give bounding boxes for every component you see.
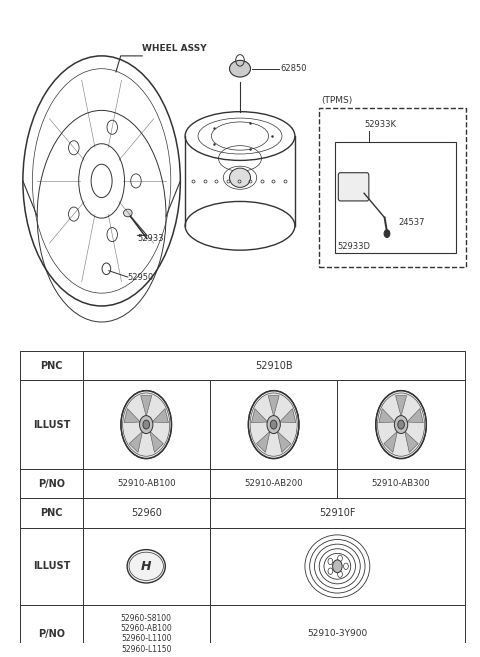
Text: 52910-3Y900: 52910-3Y900 (307, 629, 368, 638)
Bar (336, 143, 456, 254)
Bar (337, 380, 465, 469)
Polygon shape (279, 409, 296, 422)
Text: 52910-AB200: 52910-AB200 (244, 479, 303, 488)
Text: 52960-S8100
52960-AB100
52960-L1100
52960-L1150: 52960-S8100 52960-AB100 52960-L1100 5296… (120, 614, 172, 654)
Ellipse shape (384, 230, 390, 237)
Text: H: H (141, 560, 152, 573)
Polygon shape (405, 432, 418, 453)
Text: 24537: 24537 (398, 218, 425, 227)
Ellipse shape (248, 391, 299, 459)
Polygon shape (152, 409, 168, 422)
Bar (210, 528, 465, 604)
Bar (83, 380, 210, 469)
Bar (210, 604, 465, 657)
Bar (21, 528, 83, 604)
Text: (TPMS): (TPMS) (321, 97, 352, 105)
FancyBboxPatch shape (338, 173, 369, 201)
Ellipse shape (267, 416, 280, 434)
Bar (210, 498, 465, 528)
Polygon shape (256, 432, 270, 453)
Polygon shape (379, 409, 395, 422)
Ellipse shape (229, 60, 251, 77)
Text: ILLUST: ILLUST (33, 420, 70, 430)
Bar (83, 604, 210, 657)
Text: 52933D: 52933D (338, 242, 371, 252)
Text: 52950: 52950 (128, 273, 154, 282)
Ellipse shape (398, 420, 405, 429)
Ellipse shape (140, 416, 153, 434)
Ellipse shape (376, 391, 426, 459)
Bar (210, 380, 337, 469)
Bar (21, 351, 83, 380)
Text: PNC: PNC (40, 508, 63, 518)
Ellipse shape (333, 560, 342, 573)
Polygon shape (277, 432, 291, 453)
Bar (337, 469, 465, 498)
Bar (210, 469, 337, 498)
Text: P/NO: P/NO (38, 478, 65, 489)
Ellipse shape (395, 416, 408, 434)
Text: 52933: 52933 (137, 234, 164, 243)
Polygon shape (150, 432, 163, 453)
Bar (21, 380, 83, 469)
Text: 52960: 52960 (131, 508, 162, 518)
Text: 52910-AB300: 52910-AB300 (372, 479, 431, 488)
Text: WHEEL ASSY: WHEEL ASSY (142, 43, 207, 53)
Ellipse shape (121, 391, 171, 459)
Polygon shape (124, 409, 140, 422)
Text: P/NO: P/NO (38, 629, 65, 639)
Polygon shape (396, 396, 407, 417)
Ellipse shape (143, 420, 150, 429)
Text: 62850: 62850 (281, 64, 307, 73)
Text: 52910F: 52910F (319, 508, 356, 518)
Polygon shape (252, 409, 268, 422)
Bar (83, 528, 210, 604)
Text: 52933K: 52933K (364, 120, 396, 129)
Bar (21, 604, 83, 657)
Polygon shape (407, 409, 423, 422)
Ellipse shape (123, 209, 132, 217)
Bar (319, 108, 466, 267)
Text: PNC: PNC (40, 361, 63, 371)
Polygon shape (141, 396, 152, 417)
Text: 52910-AB100: 52910-AB100 (117, 479, 176, 488)
Text: ILLUST: ILLUST (33, 561, 70, 572)
Bar (83, 469, 210, 498)
Bar (83, 351, 465, 380)
Bar (83, 498, 210, 528)
Polygon shape (268, 396, 279, 417)
Ellipse shape (229, 168, 251, 187)
Bar (21, 469, 83, 498)
Polygon shape (129, 432, 143, 453)
Ellipse shape (270, 420, 277, 429)
Polygon shape (384, 432, 397, 453)
Text: 52910B: 52910B (255, 361, 292, 371)
Ellipse shape (127, 550, 165, 583)
Bar (21, 498, 83, 528)
